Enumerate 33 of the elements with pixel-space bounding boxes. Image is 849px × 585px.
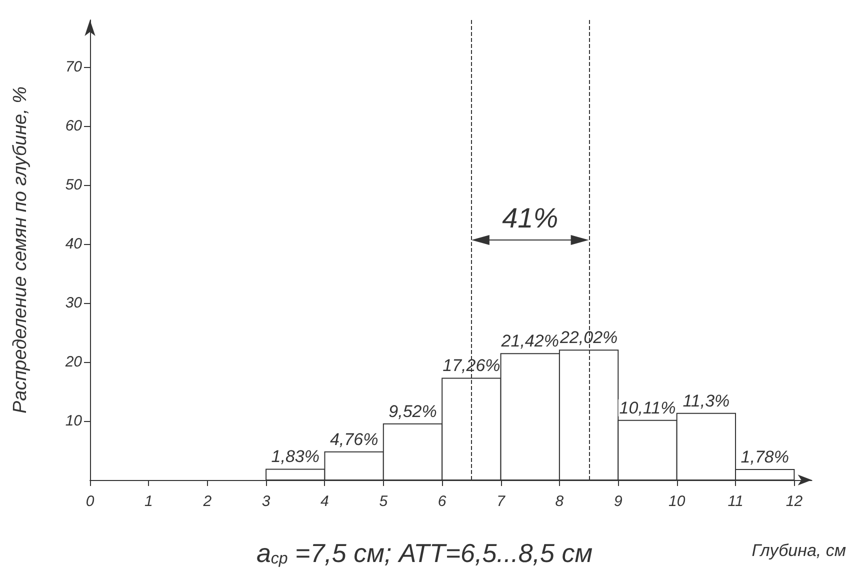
x-tick-label: 5 — [379, 493, 388, 510]
y-tick-label: 30 — [65, 294, 83, 312]
x-tick-label: 12 — [786, 493, 804, 510]
data-label: 10,11% — [619, 398, 676, 418]
x-tick-label: 0 — [86, 493, 95, 510]
data-label: 21,42% — [500, 332, 559, 351]
data-label: 11,3% — [682, 391, 730, 410]
x-tick-label: 10 — [668, 493, 686, 510]
y-tick-label: 40 — [65, 236, 83, 253]
annotation: 41% — [502, 202, 558, 234]
x-tick-label: 8 — [555, 493, 564, 510]
x-axis-title: Глубина, см — [752, 541, 846, 560]
x-tick-label: 7 — [496, 493, 506, 510]
data-label: 1,78% — [740, 448, 789, 467]
x-tick-label: 6 — [438, 493, 447, 510]
y-axis-title: Распределение семян по глубине, % — [10, 86, 31, 414]
x-tick-label: 4 — [320, 493, 329, 510]
y-tick-label: 10 — [65, 412, 83, 430]
data-label: 1,83% — [271, 447, 320, 466]
y-tick-label: 60 — [65, 118, 83, 135]
data-label: 9,52% — [388, 402, 437, 421]
y-tick-label: 20 — [64, 354, 83, 371]
data-label: 17,26% — [442, 356, 500, 376]
x-tick-label: 9 — [614, 493, 623, 510]
y-tick-label: 70 — [65, 58, 83, 76]
x-tick-label: 11 — [728, 493, 744, 510]
x-tick-label: 1 — [144, 493, 153, 510]
y-tick-label: 50 — [65, 176, 83, 194]
data-label: 22,02% — [558, 328, 618, 348]
x-tick-label: 2 — [202, 493, 212, 510]
data-label: 4,76% — [330, 430, 378, 449]
text: aср =7,5 см; АТТ=6,5...8,5 см — [256, 538, 593, 568]
x-tick-label: 3 — [262, 493, 271, 510]
